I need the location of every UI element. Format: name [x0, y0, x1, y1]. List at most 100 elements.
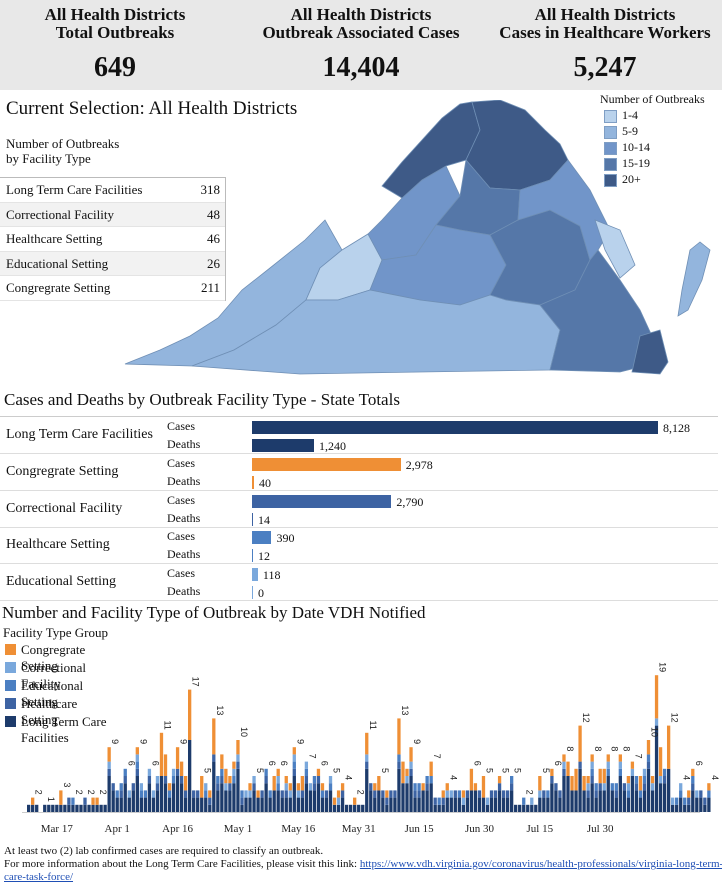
timeline-bar-segment[interactable]	[397, 761, 401, 769]
timeline-bar-segment[interactable]	[550, 768, 554, 776]
timeline-bar-segment[interactable]	[373, 783, 377, 791]
timeline-bar-segment[interactable]	[171, 783, 176, 812]
timeline-bar-segment[interactable]	[365, 732, 369, 755]
timeline-bar-segment[interactable]	[179, 776, 184, 784]
timeline-bar-segment[interactable]	[691, 790, 695, 812]
table-row[interactable]: Correctional Facility 48	[0, 202, 225, 227]
kpi-associated-cases[interactable]: All Health Districts Outbreak Associated …	[241, 6, 481, 84]
timeline-bar-segment[interactable]	[538, 790, 542, 798]
timeline-bar-segment[interactable]	[598, 768, 602, 784]
timeline-bar-segment[interactable]	[240, 790, 244, 798]
timeline-bar-segment[interactable]	[405, 768, 409, 776]
timeline-bar-segment[interactable]	[336, 804, 341, 812]
timeline-bar-segment[interactable]	[365, 768, 369, 812]
timeline-bar-segment[interactable]	[650, 776, 655, 784]
cases-bar[interactable]	[252, 531, 272, 545]
timeline-bar-segment[interactable]	[127, 790, 131, 798]
map-region-southside[interactable]	[191, 289, 561, 375]
timeline-bar-segment[interactable]	[292, 761, 296, 769]
map-legend-item[interactable]: 5-9	[604, 123, 705, 139]
timeline-bar-segment[interactable]	[409, 761, 413, 769]
timeline-bar-segment[interactable]	[703, 797, 707, 805]
timeline-bar-segment[interactable]	[630, 768, 635, 776]
cases-deaths-group[interactable]: Long Term Care Facilities Cases 8,128 Death…	[0, 417, 718, 454]
timeline-bar-segment[interactable]	[465, 797, 470, 812]
timeline-bar-segment[interactable]	[312, 783, 317, 791]
map-region-hampton[interactable]	[631, 329, 669, 375]
timeline-bar-segment[interactable]	[642, 783, 647, 791]
timeline-bar-segment[interactable]	[115, 797, 119, 812]
timeline-bar-segment[interactable]	[67, 797, 71, 805]
timeline-bar-segment[interactable]	[385, 797, 389, 805]
timeline-bar-segment[interactable]	[606, 768, 610, 776]
timeline-bar-segment[interactable]	[155, 790, 160, 812]
timeline-bar-segment[interactable]	[409, 776, 413, 812]
timeline-bar-segment[interactable]	[634, 776, 639, 784]
timeline-bar-segment[interactable]	[47, 804, 51, 812]
timeline-bar-segment[interactable]	[586, 776, 590, 784]
timeline-bar-segment[interactable]	[252, 790, 256, 812]
timeline-bar-segment[interactable]	[260, 797, 264, 812]
timeline-bar-segment[interactable]	[119, 797, 123, 812]
timeline-bar-segment[interactable]	[304, 761, 309, 769]
timeline-bar-segment[interactable]	[107, 761, 111, 769]
timeline-bar-segment[interactable]	[614, 790, 618, 798]
timeline-bar-segment[interactable]	[550, 783, 554, 812]
timeline-bar-segment[interactable]	[320, 790, 325, 798]
timeline-bar-segment[interactable]	[131, 783, 135, 791]
table-row[interactable]: Healthcare Setting 46	[0, 227, 225, 252]
timeline-bar-segment[interactable]	[385, 804, 389, 812]
timeline-bar-segment[interactable]	[449, 790, 453, 798]
timeline-bar-segment[interactable]	[119, 790, 123, 798]
timeline-bar-segment[interactable]	[405, 783, 409, 812]
timeline-bar-segment[interactable]	[646, 761, 651, 769]
timeline-bar-segment[interactable]	[55, 804, 59, 812]
timeline-bar-segment[interactable]	[163, 754, 168, 776]
timeline-bar-segment[interactable]	[618, 754, 622, 762]
timeline-bar-segment[interactable]	[586, 790, 590, 798]
timeline-bar-segment[interactable]	[264, 768, 268, 776]
timeline-bar-segment[interactable]	[123, 783, 127, 812]
timeline-bar-segment[interactable]	[155, 776, 160, 784]
timeline-bar-segment[interactable]	[256, 790, 260, 798]
timeline-bar-segment[interactable]	[469, 790, 474, 812]
timeline-bar-segment[interactable]	[598, 783, 602, 791]
timeline-bar-segment[interactable]	[505, 790, 510, 798]
timeline-bar-segment[interactable]	[602, 790, 606, 812]
timeline-bar-segment[interactable]	[646, 768, 651, 812]
timeline-bar-segment[interactable]	[679, 790, 683, 798]
timeline-bar-segment[interactable]	[666, 768, 671, 812]
table-row[interactable]: Congregrate Setting 211	[0, 276, 225, 301]
timeline-bar-segment[interactable]	[147, 776, 152, 784]
timeline-bar-segment[interactable]	[336, 797, 341, 805]
timeline-bar-segment[interactable]	[212, 761, 216, 812]
timeline-bar-segment[interactable]	[683, 804, 687, 812]
timeline-bar-segment[interactable]	[292, 776, 296, 812]
cases-bar[interactable]	[252, 421, 658, 434]
timeline-bar-segment[interactable]	[578, 768, 582, 812]
timeline-bar-segment[interactable]	[135, 754, 139, 762]
timeline-bar-segment[interactable]	[248, 790, 252, 798]
timeline-bar-segment[interactable]	[361, 804, 365, 812]
timeline-bar-segment[interactable]	[232, 776, 236, 784]
timeline-bar-segment[interactable]	[566, 776, 570, 812]
timeline-bar-segment[interactable]	[433, 797, 437, 805]
timeline-bar-segment[interactable]	[650, 783, 655, 791]
timeline-bar-segment[interactable]	[256, 797, 260, 812]
timeline-bar-segment[interactable]	[220, 776, 224, 784]
timeline-bar-segment[interactable]	[421, 783, 425, 791]
timeline-bar-segment[interactable]	[650, 790, 655, 812]
timeline-bar-segment[interactable]	[373, 797, 377, 812]
timeline-bar-segment[interactable]	[139, 797, 143, 812]
timeline-bar-segment[interactable]	[429, 776, 433, 784]
timeline-bar-segment[interactable]	[308, 790, 313, 812]
timeline-bar-segment[interactable]	[135, 761, 139, 769]
cases-deaths-group[interactable]: Healthcare Setting Cases 390 Deaths 12	[0, 527, 718, 565]
timeline-bar-segment[interactable]	[147, 783, 152, 812]
timeline-bar-segment[interactable]	[83, 804, 87, 812]
timeline-bar-segment[interactable]	[606, 761, 610, 769]
timeline-bar-segment[interactable]	[413, 790, 417, 798]
timeline-bar-segment[interactable]	[377, 790, 381, 812]
timeline-bar-segment[interactable]	[212, 754, 216, 762]
map-legend-item[interactable]: 10-14	[604, 139, 705, 155]
